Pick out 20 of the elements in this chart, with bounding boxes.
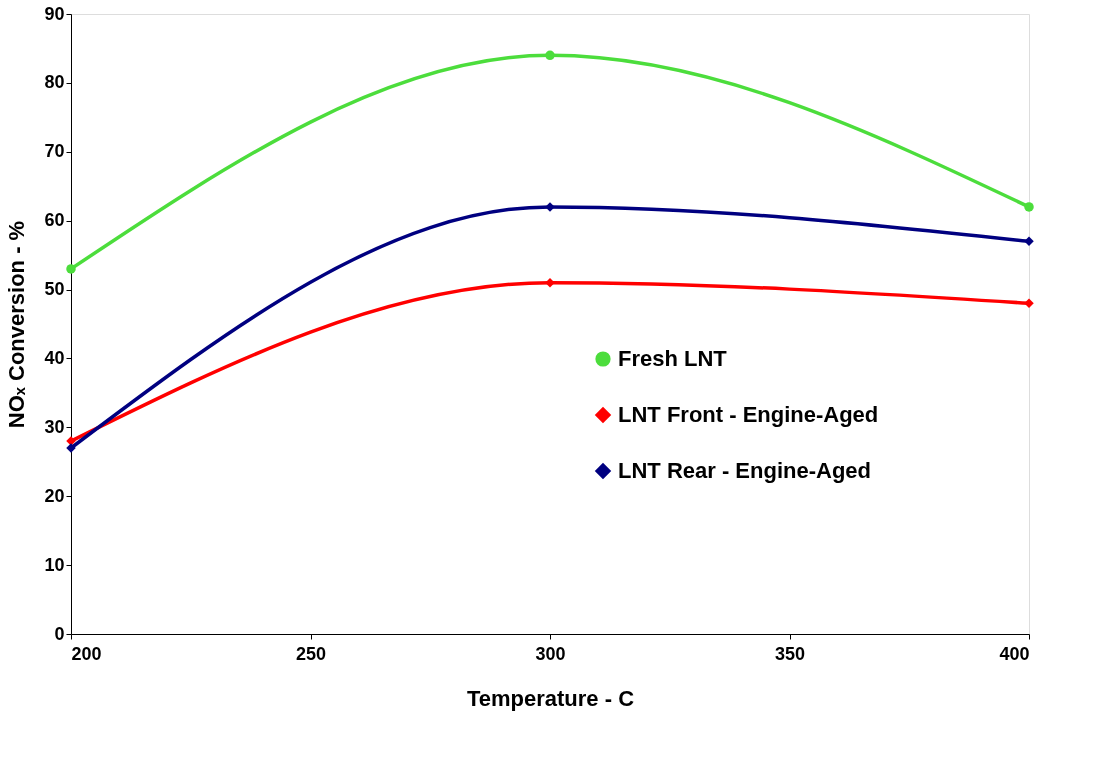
y-tick-label: 80 xyxy=(44,72,65,93)
x-axis-title: Temperature - C xyxy=(466,685,635,711)
y-tick-label: 10 xyxy=(44,554,65,575)
y-tick-label: 60 xyxy=(44,210,65,231)
y-tick-label: 70 xyxy=(44,141,65,162)
x-tick-label: 400 xyxy=(999,643,1030,664)
y-tick-label: 30 xyxy=(44,416,65,437)
x-tick-label: 200 xyxy=(71,643,102,664)
legend-label: LNT Rear - Engine-Aged xyxy=(618,458,872,483)
y-axis-title: NOₓ Conversion - % xyxy=(4,220,30,429)
y-tick-label: 50 xyxy=(44,279,65,300)
x-tick-label: 250 xyxy=(295,643,327,664)
x-tick-label: 300 xyxy=(535,643,566,664)
x-tick-label: 350 xyxy=(774,643,806,664)
y-tick-label: 90 xyxy=(44,3,65,24)
y-tick-label: 40 xyxy=(44,347,65,368)
legend-label: Fresh LNT xyxy=(618,346,728,371)
legend-label: LNT Front - Engine-Aged xyxy=(618,402,879,427)
y-tick-label: 20 xyxy=(44,485,65,506)
y-tick-label: 0 xyxy=(54,623,65,644)
